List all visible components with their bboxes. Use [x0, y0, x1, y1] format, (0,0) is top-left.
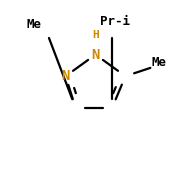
Text: N: N: [61, 69, 70, 83]
Text: Me: Me: [151, 56, 166, 69]
Text: N: N: [91, 48, 100, 62]
Text: H: H: [92, 30, 99, 40]
Text: Pr-i: Pr-i: [100, 15, 130, 28]
Text: Me: Me: [27, 18, 41, 31]
